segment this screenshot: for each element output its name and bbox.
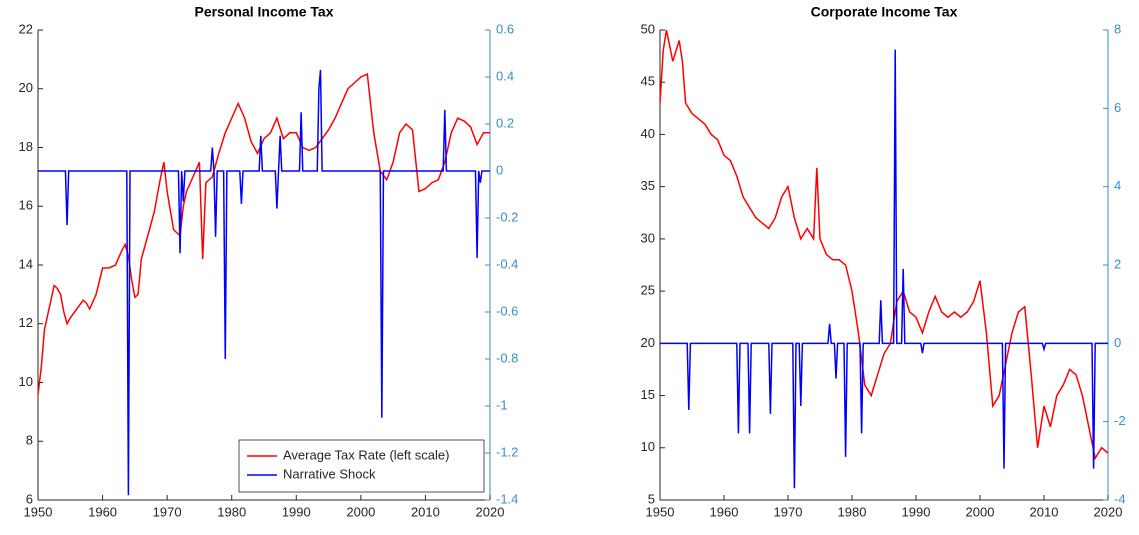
y2-tick-label: -0.6 [496, 303, 518, 318]
y-tick-label: 10 [19, 374, 33, 389]
legend-box [238, 439, 485, 493]
panel: Corporate Income Tax 1950 1960 1970 1980 1990… [641, 4, 1126, 520]
y-tick-label: 30 [641, 230, 655, 245]
y-tick-label: 18 [19, 139, 33, 154]
x-tick-label: 2010 [1030, 504, 1059, 519]
y-tick-label: 20 [641, 335, 655, 350]
y-tick-label: 22 [19, 21, 33, 36]
y2-tick-label: -1.2 [496, 444, 518, 459]
y-tick-label: 40 [641, 126, 655, 141]
y2-tick-label: -1.4 [496, 491, 518, 506]
x-tick-label: 2000 [966, 504, 995, 519]
y2-tick-label: -2 [1114, 413, 1126, 428]
y2-tick-label: -0.4 [496, 256, 518, 271]
x-tick-label: 1990 [902, 504, 931, 519]
y-tick-label: 25 [641, 283, 655, 298]
y-tick-label: 20 [19, 80, 33, 95]
y2-tick-label: 0.4 [496, 68, 514, 83]
chart-title: Corporate Income Tax [811, 4, 958, 20]
y-tick-label: 12 [19, 315, 33, 330]
x-tick-label: 1950 [24, 504, 53, 519]
y2-tick-label: 0.2 [496, 115, 514, 130]
y2-tick-label: -1 [496, 397, 508, 412]
y2-tick-label: 8 [1114, 21, 1121, 36]
y-tick-label: 15 [641, 387, 655, 402]
legend-label: Narrative Shock [283, 466, 376, 481]
line-series [659, 29, 1109, 461]
y2-tick-label: -0.2 [496, 209, 518, 224]
y-tick-label: 8 [26, 433, 33, 448]
legend: Average Tax Rate (left scale) Narrative S… [238, 439, 485, 493]
line-series [38, 69, 490, 496]
y-tick-label: 35 [641, 178, 655, 193]
x-tick-label: 1990 [282, 504, 311, 519]
y2-tick-label: 0 [1114, 335, 1121, 350]
y2-tick-label: 0 [496, 162, 503, 177]
y-tick-label: 16 [19, 198, 33, 213]
y2-tick-label: -0.8 [496, 350, 518, 365]
line-series [37, 72, 490, 395]
x-tick-label: 2020 [1094, 504, 1123, 519]
x-tick-label: 1960 [88, 504, 117, 519]
x-tick-label: 1970 [774, 504, 803, 519]
y2-tick-label: 4 [1114, 178, 1121, 193]
x-tick-label: 1960 [710, 504, 739, 519]
y2-tick-label: 6 [1114, 100, 1121, 115]
y-tick-label: 50 [641, 21, 655, 36]
x-tick-label: 2020 [476, 504, 505, 519]
legend-label: Average Tax Rate (left scale) [283, 447, 449, 462]
x-tick-label: 1980 [217, 504, 246, 519]
x-tick-label: 2010 [411, 504, 440, 519]
y2-tick-label: -4 [1114, 491, 1126, 506]
y-tick-label: 6 [26, 491, 33, 506]
panel: Personal Income Tax 1950 1960 1970 1980 1990 2… [19, 4, 519, 520]
x-tick-label: 1970 [153, 504, 182, 519]
y-tick-label: 10 [641, 439, 655, 454]
y-tick-label: 45 [641, 74, 655, 89]
x-tick-label: 2000 [346, 504, 375, 519]
y2-tick-label: 0.6 [496, 21, 514, 36]
x-tick-label: 1980 [838, 504, 867, 519]
y2-tick-label: 2 [1114, 256, 1121, 271]
x-tick-label: 1950 [646, 504, 675, 519]
line-series [660, 49, 1108, 489]
chart-title: Personal Income Tax [194, 4, 333, 20]
y-tick-label: 5 [648, 491, 655, 506]
y-tick-label: 14 [19, 256, 33, 271]
